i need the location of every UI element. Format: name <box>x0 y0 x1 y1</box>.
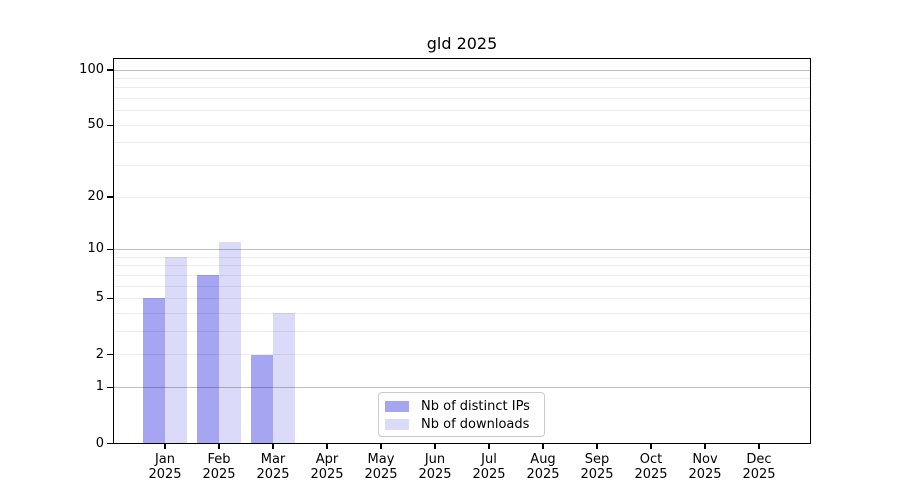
x-axis-tick <box>596 443 598 449</box>
gridline-minor <box>113 256 811 258</box>
gridline-minor <box>113 196 811 198</box>
x-axis-tick-label-dec: Dec 2025 <box>742 451 776 483</box>
x-axis-tick <box>650 443 652 449</box>
y-axis-tick-label: 0 <box>95 435 104 451</box>
x-axis-tick-label-jun: Jun 2025 <box>418 451 452 483</box>
gridline-minor <box>113 285 811 287</box>
gridline-minor <box>113 330 811 332</box>
x-axis-tick <box>542 443 544 449</box>
y-axis-tick-label: 2 <box>95 346 104 362</box>
x-axis-tick-label-sep: Sep 2025 <box>580 451 614 483</box>
legend-swatch-distinct-ips <box>385 400 409 412</box>
y-axis-tick <box>107 353 113 356</box>
gridline-minor <box>113 124 811 126</box>
x-axis-tick <box>326 443 328 449</box>
bar-downloads-jan <box>165 257 187 444</box>
y-axis-tick <box>107 442 113 445</box>
x-axis-tick <box>434 443 436 449</box>
gridline-minor <box>113 297 811 299</box>
y-axis-tick-label: 10 <box>87 241 104 257</box>
y-axis-tick <box>107 248 113 251</box>
x-axis-tick-label-jul: Jul 2025 <box>472 451 506 483</box>
y-axis-tick-label: 20 <box>87 189 104 205</box>
gridline-minor <box>113 142 811 144</box>
legend-label-downloads: Nb of downloads <box>421 416 530 432</box>
x-axis-tick-label-oct: Oct 2025 <box>634 451 668 483</box>
y-axis-tick-label: 1 <box>95 379 104 395</box>
y-axis-tick <box>107 386 113 389</box>
chart-title: gld 2025 <box>426 34 498 53</box>
x-axis-tick <box>704 443 706 449</box>
gridline-major <box>113 248 811 250</box>
y-axis-tick <box>107 69 113 71</box>
x-axis-tick-label-mar: Mar 2025 <box>256 451 290 483</box>
y-axis-tick-label: 100 <box>79 62 104 77</box>
gridline-minor <box>113 274 811 276</box>
x-axis-tick-label-aug: Aug 2025 <box>526 451 560 483</box>
bar-distinct-ips-jan <box>143 298 165 444</box>
x-axis-tick-label-feb: Feb 2025 <box>202 451 236 483</box>
legend-swatch-downloads <box>385 418 409 430</box>
gridline-minor <box>113 312 811 314</box>
gridline-minor <box>113 354 811 356</box>
y-axis-tick-label: 5 <box>95 290 104 306</box>
x-axis-tick <box>488 443 490 449</box>
gridline-minor <box>113 77 811 79</box>
x-axis-tick-label-nov: Nov 2025 <box>688 451 722 483</box>
x-axis-tick-label-apr: Apr 2025 <box>310 451 344 483</box>
gridline-major <box>113 69 811 71</box>
bar-downloads-mar <box>273 313 295 444</box>
gridline-major <box>113 386 811 388</box>
x-axis-tick <box>272 443 274 449</box>
x-axis-tick <box>380 443 382 449</box>
x-axis-tick <box>164 443 166 449</box>
bar-distinct-ips-mar <box>251 354 273 444</box>
legend-item-distinct-ips: Nb of distinct IPs <box>385 398 536 414</box>
gridline-minor <box>113 110 811 112</box>
y-axis-tick <box>107 196 113 198</box>
x-axis-tick <box>218 443 220 449</box>
legend: Nb of distinct IPs Nb of downloads <box>378 392 545 437</box>
gridline-minor <box>113 165 811 167</box>
y-axis-tick <box>107 297 113 300</box>
plot-area <box>113 58 811 444</box>
x-axis-tick <box>758 443 760 449</box>
bar-distinct-ips-feb <box>197 275 219 444</box>
gridline-minor <box>113 98 811 100</box>
y-axis-tick-label: 50 <box>87 117 104 133</box>
legend-item-downloads: Nb of downloads <box>385 416 536 432</box>
gridline-minor <box>113 265 811 267</box>
x-axis-tick-label-may: May 2025 <box>364 451 398 483</box>
x-axis-tick-label-jan: Jan 2025 <box>148 451 182 483</box>
legend-label-distinct-ips: Nb of distinct IPs <box>421 398 530 414</box>
y-axis-tick <box>107 124 113 127</box>
gridline-minor <box>113 87 811 89</box>
bar-downloads-feb <box>219 242 241 444</box>
